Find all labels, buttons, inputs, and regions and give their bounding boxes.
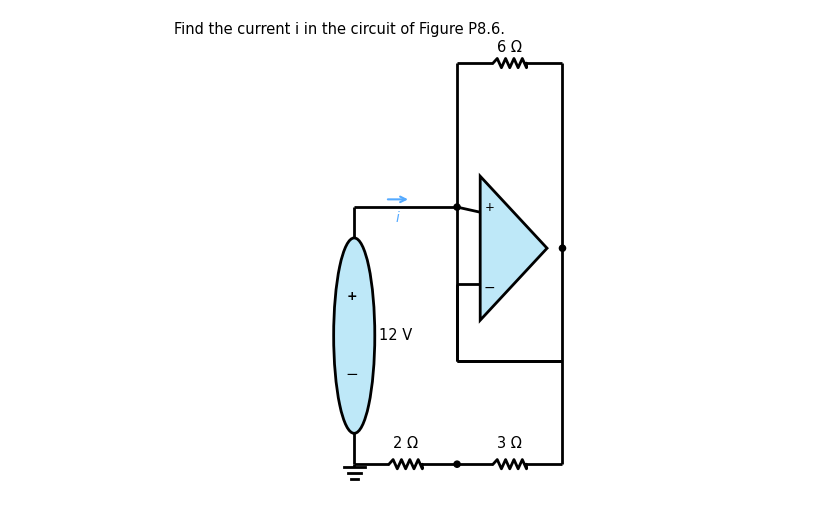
Ellipse shape (334, 238, 375, 433)
Circle shape (453, 461, 460, 467)
Text: 3 Ω: 3 Ω (497, 436, 522, 451)
Text: −: − (483, 281, 495, 295)
Text: +: + (346, 290, 356, 303)
Circle shape (453, 204, 460, 210)
Text: 12 V: 12 V (379, 328, 411, 343)
Text: 6 Ω: 6 Ω (497, 40, 522, 55)
Polygon shape (480, 176, 547, 320)
Text: +: + (484, 201, 494, 214)
Circle shape (558, 245, 565, 251)
Text: 2 Ω: 2 Ω (393, 436, 418, 451)
Text: −: − (345, 367, 358, 382)
Text: Find the current i in the circuit of Figure P8.6.: Find the current i in the circuit of Fig… (174, 22, 505, 37)
Text: i: i (395, 210, 400, 225)
